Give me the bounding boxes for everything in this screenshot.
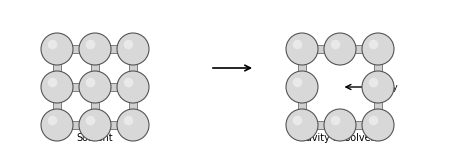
Bar xyxy=(129,58,137,78)
Circle shape xyxy=(79,71,111,103)
Circle shape xyxy=(286,71,318,103)
Circle shape xyxy=(124,40,133,49)
Circle shape xyxy=(369,116,378,125)
Bar xyxy=(311,45,331,53)
Bar xyxy=(298,96,306,116)
Circle shape xyxy=(117,71,149,103)
Circle shape xyxy=(293,40,302,49)
Circle shape xyxy=(48,78,57,87)
Circle shape xyxy=(369,78,378,87)
Circle shape xyxy=(86,78,95,87)
Bar xyxy=(91,58,99,78)
Circle shape xyxy=(41,109,73,141)
Circle shape xyxy=(293,78,302,87)
Circle shape xyxy=(362,71,394,103)
Circle shape xyxy=(48,40,57,49)
Bar xyxy=(53,58,61,78)
Circle shape xyxy=(293,116,302,125)
Circle shape xyxy=(86,40,95,49)
Circle shape xyxy=(41,71,73,103)
Circle shape xyxy=(286,109,318,141)
Circle shape xyxy=(41,33,73,65)
Bar xyxy=(298,58,306,78)
Circle shape xyxy=(48,116,57,125)
Bar xyxy=(104,83,124,91)
Bar xyxy=(129,96,137,116)
Bar xyxy=(349,121,369,129)
Circle shape xyxy=(331,40,340,49)
Circle shape xyxy=(362,109,394,141)
Circle shape xyxy=(331,116,340,125)
Bar xyxy=(374,96,382,116)
Bar xyxy=(104,45,124,53)
Circle shape xyxy=(86,116,95,125)
Bar xyxy=(374,58,382,78)
Circle shape xyxy=(124,78,133,87)
Circle shape xyxy=(362,33,394,65)
Circle shape xyxy=(286,33,318,65)
Bar xyxy=(66,121,86,129)
Bar xyxy=(53,96,61,116)
Bar xyxy=(349,45,369,53)
Bar xyxy=(66,45,86,53)
Circle shape xyxy=(117,109,149,141)
Circle shape xyxy=(79,109,111,141)
Bar xyxy=(66,83,86,91)
Bar xyxy=(104,121,124,129)
Text: Solvent: Solvent xyxy=(77,133,113,143)
Circle shape xyxy=(369,40,378,49)
Bar xyxy=(91,96,99,116)
Circle shape xyxy=(117,33,149,65)
Circle shape xyxy=(324,109,356,141)
Circle shape xyxy=(79,33,111,65)
Bar xyxy=(311,121,331,129)
Text: Cavity: Cavity xyxy=(370,82,398,91)
Text: Cavity in solvent: Cavity in solvent xyxy=(299,133,381,143)
Circle shape xyxy=(124,116,133,125)
Circle shape xyxy=(324,33,356,65)
